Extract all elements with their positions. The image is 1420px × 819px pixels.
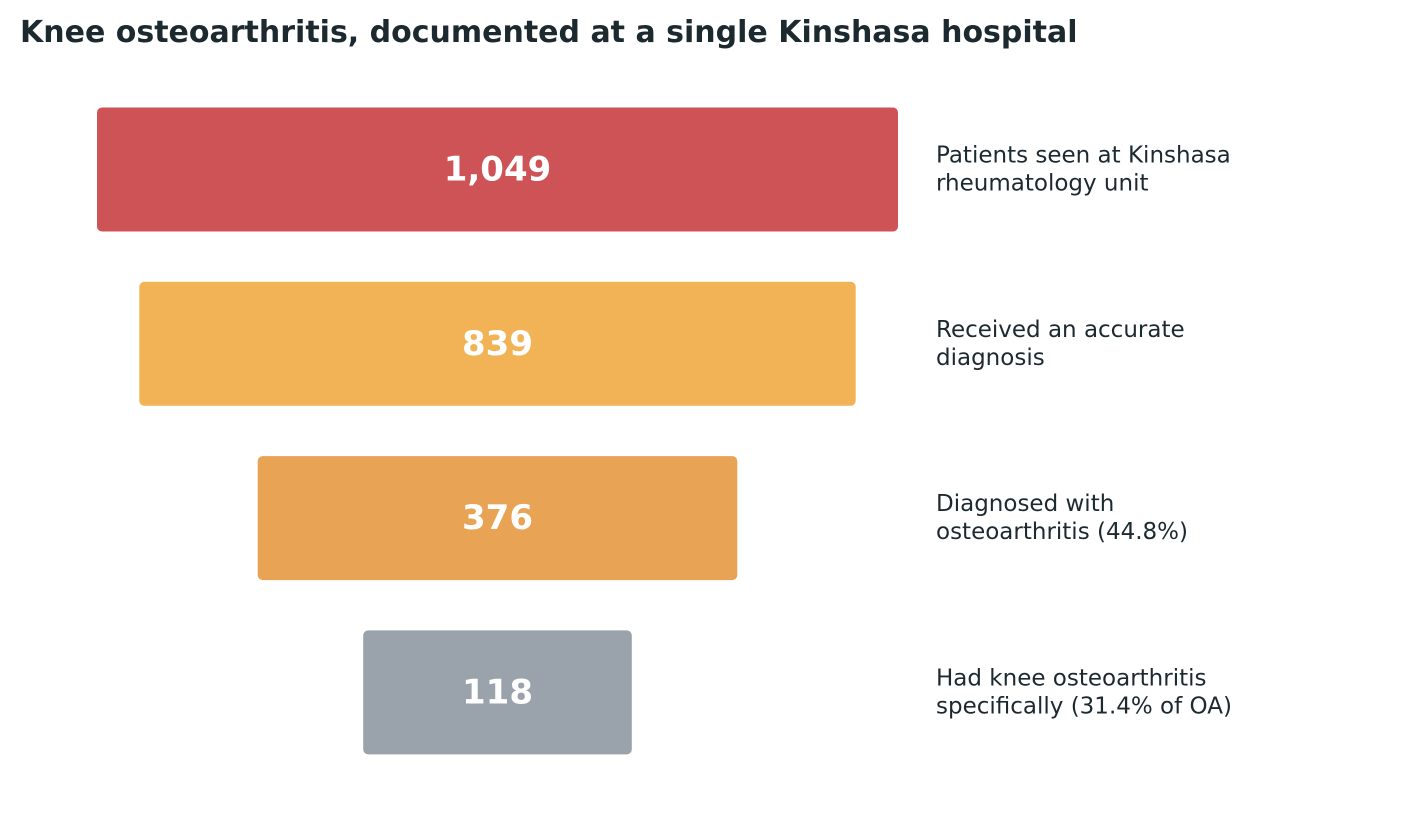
stage-label-line: Had knee osteoarthritis bbox=[936, 665, 1207, 691]
stage-label: Had knee osteoarthritis specifically (31.… bbox=[936, 665, 1232, 719]
bar-value-label: 1,049 bbox=[444, 150, 552, 190]
stage-label: Diagnosed with osteoarthritis (44.8%) bbox=[936, 491, 1188, 545]
stage-label-line: rheumatology unit bbox=[936, 171, 1149, 197]
funnel-bar bbox=[139, 281, 856, 406]
bar-value-label: 118 bbox=[462, 672, 533, 712]
funnel-bar bbox=[97, 107, 898, 232]
stage-label-line: diagnosis bbox=[936, 345, 1045, 371]
stage-label-line: specifically (31.4% of OA) bbox=[936, 693, 1232, 719]
stage-label-line: osteoarthritis (44.8%) bbox=[936, 519, 1188, 545]
stage-label: Patients seen at Kinshasa rheumatology un… bbox=[936, 143, 1231, 197]
stage-label-line: Patients seen at Kinshasa bbox=[936, 143, 1231, 169]
stage-label: Received an accurate diagnosis bbox=[936, 317, 1185, 371]
stage-label-line: Received an accurate bbox=[936, 317, 1185, 343]
stage-label-line: Diagnosed with bbox=[936, 491, 1114, 517]
funnel-bar bbox=[257, 456, 738, 581]
bar-value-label: 376 bbox=[462, 498, 533, 538]
funnel-bar bbox=[363, 630, 632, 755]
chart-title: Knee osteoarthritis, documented at a sin… bbox=[20, 15, 1078, 50]
bar-value-label: 839 bbox=[462, 324, 533, 364]
